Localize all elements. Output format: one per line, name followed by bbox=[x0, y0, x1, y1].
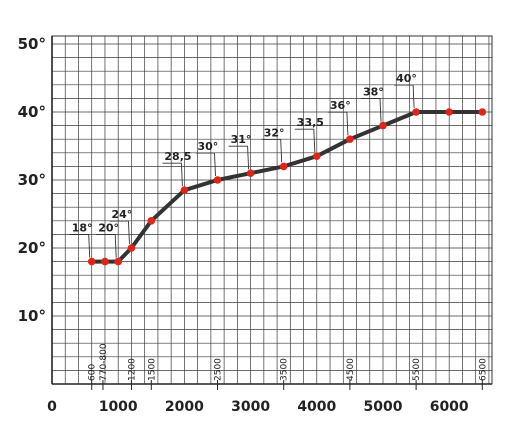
y-tick-label: 30° bbox=[18, 171, 46, 189]
data-point bbox=[412, 108, 420, 116]
x-tick-label: 4000 bbox=[297, 399, 336, 415]
x-tick-label: 5000 bbox=[364, 399, 403, 415]
point-leader-line bbox=[261, 138, 283, 163]
point-label: 38° bbox=[363, 86, 384, 99]
data-point bbox=[87, 257, 96, 266]
data-point bbox=[246, 169, 255, 177]
y-tick-label: 50° bbox=[18, 35, 46, 53]
x-tick-label: 6000 bbox=[430, 399, 469, 415]
data-point bbox=[147, 217, 156, 225]
data-point bbox=[445, 108, 454, 116]
x-tick-label: 1000 bbox=[99, 399, 138, 415]
vertical-tick-label: 1500 bbox=[147, 358, 157, 381]
x-tick-label: 3000 bbox=[231, 399, 270, 415]
y-tick-label: 40° bbox=[18, 103, 46, 121]
vertical-tick-label: 1200 bbox=[127, 358, 137, 381]
point-leader-line bbox=[228, 145, 250, 170]
data-point bbox=[213, 176, 222, 184]
point-label: 18° bbox=[72, 222, 93, 235]
data-point bbox=[279, 162, 288, 171]
point-leader-line bbox=[327, 111, 349, 136]
data-point bbox=[180, 186, 189, 194]
data-point bbox=[101, 257, 109, 266]
data-point bbox=[114, 257, 122, 266]
chart-axes bbox=[51, 36, 492, 385]
point-label: 36° bbox=[330, 99, 351, 112]
x-tick-labels: 0 1000 2000 3000 4000 5000 6000 bbox=[47, 399, 469, 415]
point-leader-line bbox=[195, 152, 216, 177]
point-label: 20° bbox=[98, 222, 119, 235]
point-leader-line bbox=[109, 220, 130, 245]
point-label: 28,5 bbox=[164, 150, 191, 163]
data-point bbox=[313, 152, 321, 160]
vertical-tick-label: 600 bbox=[88, 364, 98, 381]
vertical-tick-label: 770-800 bbox=[99, 343, 109, 381]
vertical-tick-label: 5500 bbox=[412, 358, 422, 381]
data-point bbox=[379, 121, 387, 130]
y-tick-label: 10° bbox=[18, 307, 46, 325]
point-label: 40° bbox=[396, 72, 417, 85]
point-leader-line bbox=[361, 98, 382, 122]
point-label: 32° bbox=[264, 126, 285, 139]
y-tick-label: 20° bbox=[18, 239, 46, 257]
point-leader-line bbox=[69, 234, 91, 258]
point-labels: 18° 20°24° 28,5 30° 31° 32° 33,5 36° 38° 40° bbox=[72, 72, 417, 235]
y-tick-labels: 10° 20° 30° 40° 50° bbox=[18, 35, 46, 325]
vertical-tick-labels: 600 770-800 1200 1500 2500 3500 4500 5500 6500 bbox=[88, 343, 488, 390]
point-leader-line bbox=[294, 128, 316, 153]
series-line-group bbox=[91, 110, 483, 264]
point-leader-line bbox=[394, 84, 415, 109]
vertical-tick-label: 6500 bbox=[478, 358, 488, 381]
point-label-leaders bbox=[69, 84, 415, 258]
vertical-tick-label: 4500 bbox=[346, 358, 356, 381]
data-point bbox=[127, 244, 136, 252]
series-line bbox=[91, 110, 483, 264]
x-tick-label: 2000 bbox=[165, 399, 204, 415]
point-leader-line bbox=[96, 234, 117, 258]
point-label: 31° bbox=[231, 133, 252, 146]
data-points bbox=[87, 108, 487, 266]
point-label: 30° bbox=[198, 140, 219, 153]
point-label: 33,5 bbox=[297, 116, 324, 129]
data-point bbox=[346, 135, 354, 143]
x-tick-label: 0 bbox=[47, 399, 57, 415]
vertical-tick-label: 3500 bbox=[280, 358, 290, 381]
vertical-tick-label: 2500 bbox=[214, 358, 224, 381]
point-label: 24° bbox=[111, 208, 132, 221]
point-leader-line bbox=[162, 162, 183, 187]
data-point bbox=[478, 108, 487, 116]
